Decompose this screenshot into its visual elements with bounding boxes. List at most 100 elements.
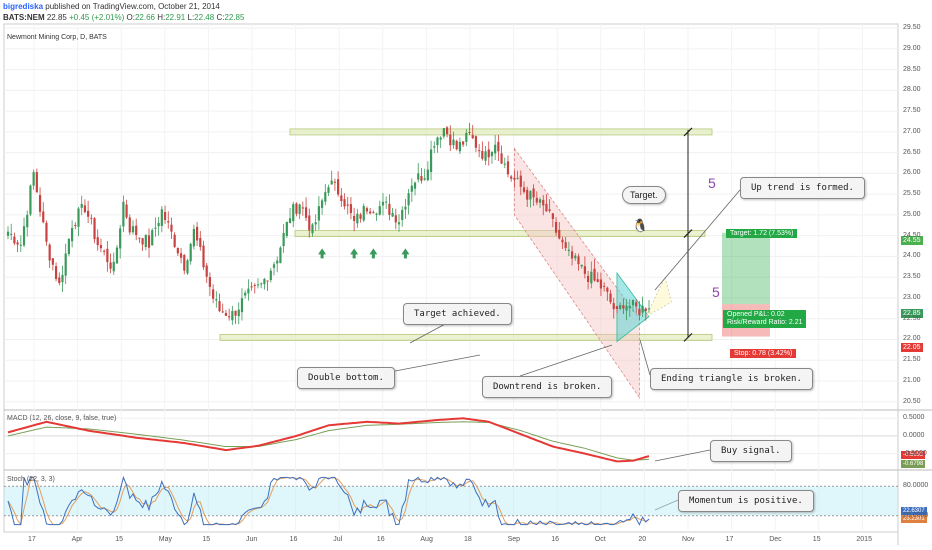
callout-connector <box>654 499 679 511</box>
candle-body <box>301 207 304 209</box>
callout-connector <box>639 339 651 376</box>
candle-body <box>619 305 622 309</box>
candle-body <box>71 227 74 242</box>
time-tick-label: 2015 <box>856 536 872 543</box>
candle-body <box>532 188 535 198</box>
candle-body <box>231 311 234 321</box>
candle-body <box>497 141 500 152</box>
candle-body <box>526 189 529 200</box>
candle-body <box>173 234 176 247</box>
candle-body <box>378 206 381 215</box>
candle-body <box>452 139 455 146</box>
time-tick-label: 15 <box>115 536 123 543</box>
candle-body <box>606 287 609 292</box>
candle-body <box>250 286 253 288</box>
candle-body <box>48 244 51 261</box>
macd-tick-label: 0.5000 <box>903 414 925 422</box>
time-tick-label: 15 <box>202 536 211 543</box>
stoch-k-price-tag: 22.6307 <box>901 507 927 515</box>
candle-body <box>192 228 195 247</box>
stop-label: Stop: 0.78 (3.42%) <box>730 349 797 358</box>
candle-body <box>635 302 638 307</box>
candle-body <box>397 222 401 225</box>
candle-body <box>22 226 26 246</box>
wave-label-5-mid: 5 <box>712 284 720 300</box>
candle-body <box>570 251 574 259</box>
macd-tick-label: -0.5000 <box>903 449 927 457</box>
candle-body <box>500 153 503 164</box>
candle-body <box>465 132 468 142</box>
candle-body <box>51 258 54 265</box>
candle-body <box>221 311 224 313</box>
candle-body <box>138 237 141 239</box>
macd-price-tag: -0.5692 <box>901 451 926 459</box>
candle-body <box>433 146 436 148</box>
last-price-tag: 22.85 <box>901 309 923 318</box>
candle-body <box>237 309 240 317</box>
candle-body <box>394 215 397 223</box>
callout-connector <box>519 344 613 377</box>
stop-line-price-tag: 22.05 <box>901 343 923 352</box>
candle-body <box>429 149 433 172</box>
price-tick-label: 22.50 <box>903 314 921 322</box>
candle-body <box>26 214 29 228</box>
candle-body <box>13 236 16 244</box>
candle-body <box>93 218 96 240</box>
price-tick-label: 23.50 <box>903 273 921 281</box>
candle-body <box>327 187 330 193</box>
candle-body <box>385 201 388 203</box>
callout-connector <box>394 354 481 372</box>
candle-body <box>106 248 109 263</box>
measured-move-tick <box>683 332 693 342</box>
change-value: +0.45 (+2.01%) <box>69 13 125 22</box>
time-tick-label: 17 <box>28 536 36 543</box>
candle-body <box>538 199 542 203</box>
candle-body <box>519 175 522 187</box>
candle-body <box>67 238 70 255</box>
candle-body <box>545 203 548 212</box>
candle-body <box>471 135 474 139</box>
candle-body <box>208 277 212 287</box>
candle-body <box>35 172 38 193</box>
price-tick-label: 26.50 <box>903 148 921 156</box>
candle-body <box>644 308 647 312</box>
candle-body <box>266 280 269 282</box>
target-bubble: Target. <box>622 186 666 204</box>
projection-wedge <box>644 276 672 318</box>
candle-body <box>628 305 631 309</box>
time-tick-label: 16 <box>376 536 385 543</box>
candle-body <box>282 232 285 247</box>
author-link[interactable]: bigrediska <box>3 2 44 11</box>
candle-body <box>407 193 410 206</box>
candle-body <box>276 260 279 264</box>
signal-price-tag: -0.6798 <box>901 460 926 468</box>
time-tick-label: 20 <box>638 536 647 543</box>
candle-body <box>228 316 231 318</box>
publish-line: bigrediska published on TradingView.com,… <box>3 2 220 11</box>
candle-body <box>61 274 64 283</box>
candle-body <box>420 176 423 181</box>
candle-body <box>603 285 606 287</box>
time-tick-label: 16 <box>551 536 559 543</box>
candle-body <box>195 226 199 241</box>
candle-body <box>445 127 449 135</box>
candle-body <box>337 179 340 195</box>
candle-body <box>279 247 282 264</box>
up-arrow-icon <box>401 248 410 259</box>
candle-body <box>141 238 144 245</box>
candle-body <box>74 225 77 227</box>
price-tick-label: 28.00 <box>903 86 921 94</box>
candle-body <box>154 227 157 229</box>
symbol-label: BATS:NEM <box>3 13 45 22</box>
candle-body <box>163 211 167 220</box>
candle-body <box>349 204 353 214</box>
pnl-label: Opened P&L: 0.02 Risk/Reward Ratio: 2.21 <box>723 310 807 328</box>
time-tick-label: Jul <box>333 536 343 543</box>
stoch-tick-label: 80.0000 <box>903 482 929 490</box>
candle-body <box>638 308 641 316</box>
candle-body <box>32 172 35 186</box>
candle-body <box>481 150 484 159</box>
stoch-d-price-tag: 23.2301 <box>901 515 927 523</box>
candle-body <box>542 199 545 206</box>
candle-body <box>205 265 208 277</box>
